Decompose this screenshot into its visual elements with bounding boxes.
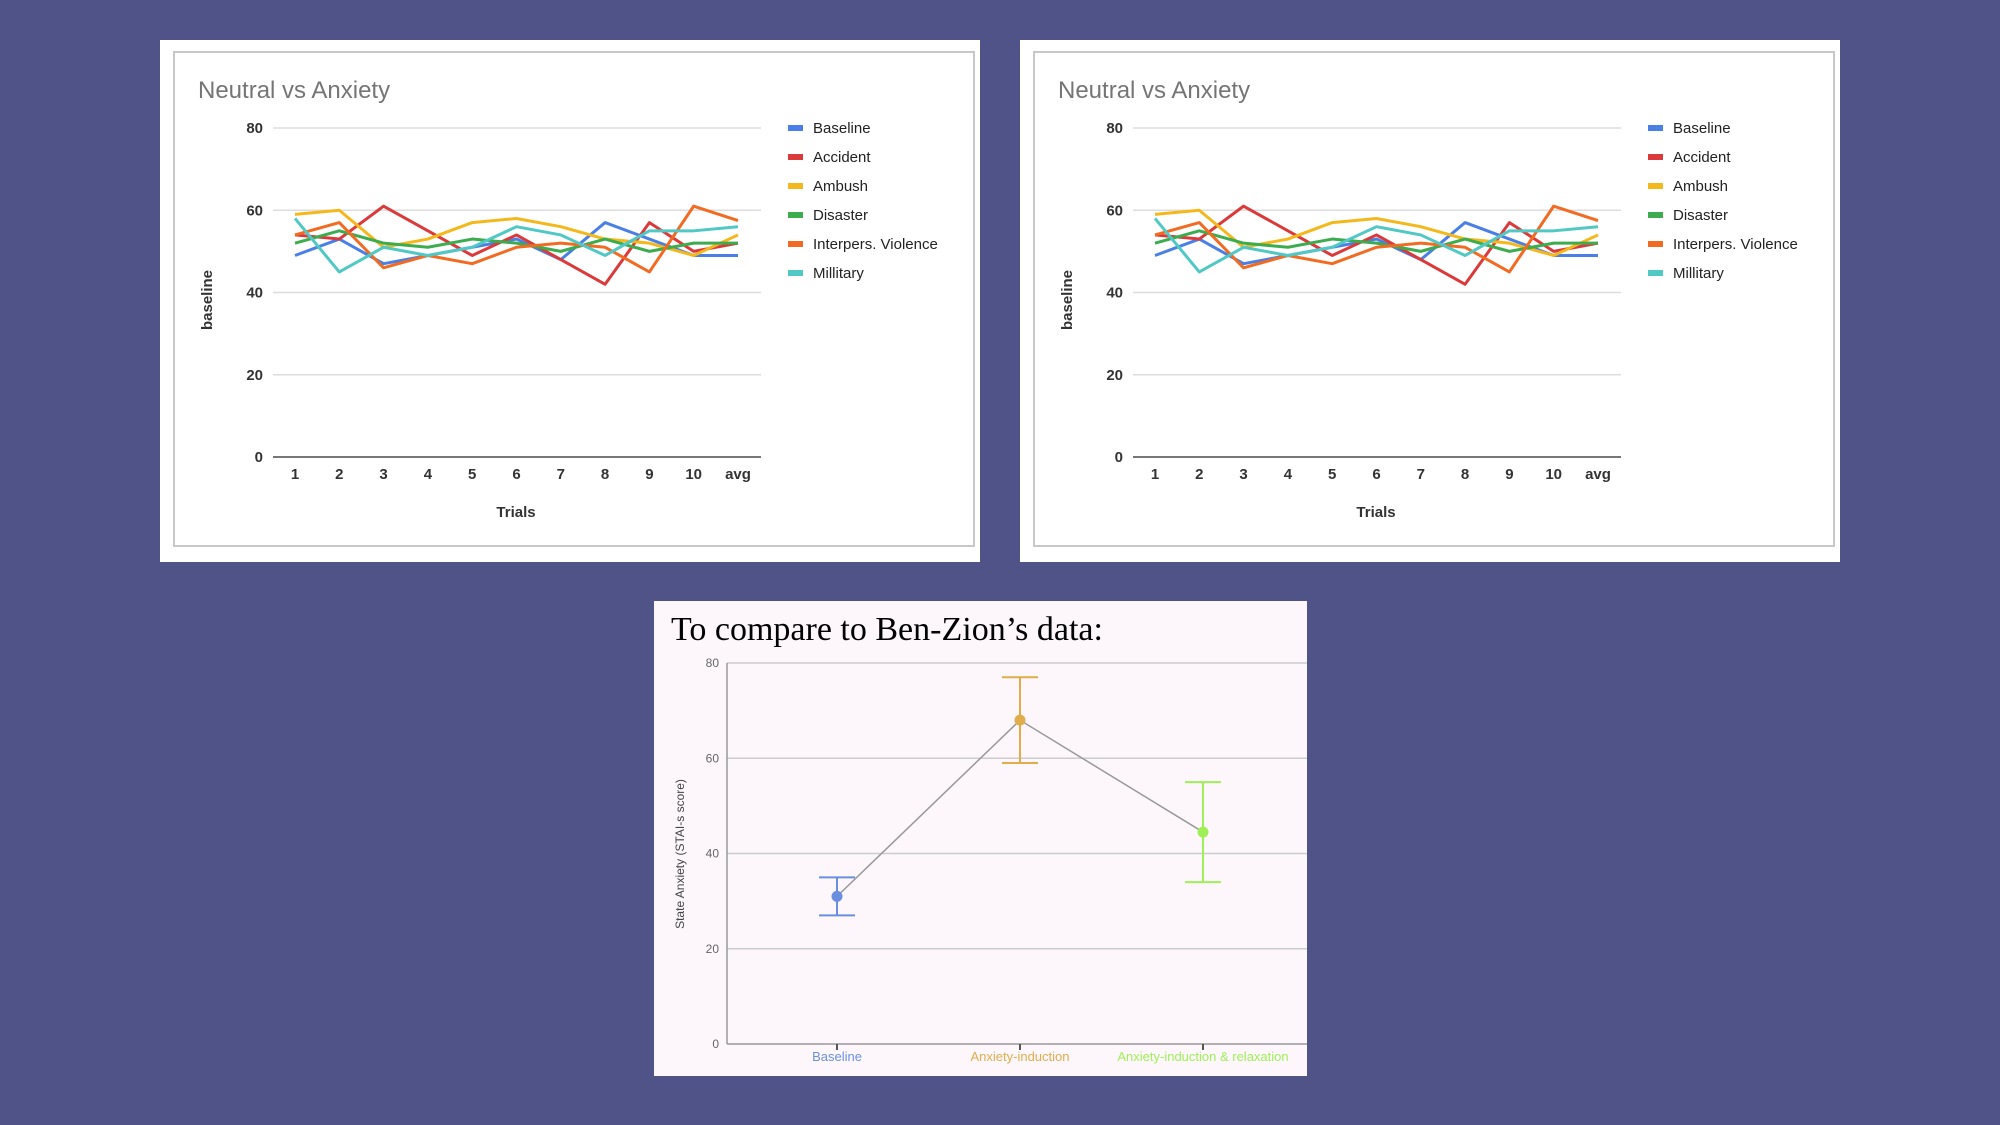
series-line-millitary <box>293 217 739 274</box>
data-point <box>1014 714 1026 726</box>
line-chart-right: Neutral vs Anxiety 0 20 40 60 80 1 2 3 4 5 6 7 8 9 10 av… <box>1033 51 1835 547</box>
y-tick-label: 80 <box>246 120 263 137</box>
legend-label: Accident <box>1673 149 1731 166</box>
y-tick-label: 40 <box>1106 285 1123 302</box>
chart-panel-right: Neutral vs Anxiety 0 20 40 60 80 1 2 3 4 5 6 7 8 9 10 av… <box>1020 40 1840 562</box>
y-tick-label: 20 <box>1106 367 1123 384</box>
x-axis-label: Trials <box>496 504 535 521</box>
y-tick-label: 20 <box>246 367 263 384</box>
chart-title: Neutral vs Anxiety <box>1058 77 1250 104</box>
y-tick-label: 0 <box>1115 449 1123 466</box>
x-category-label: Anxiety-induction & relaxation <box>1117 1049 1288 1064</box>
legend-swatch <box>788 154 803 160</box>
comparison-title: To compare to Ben-Zion’s data: <box>671 611 1103 648</box>
error-bar-chart: 0 20 40 60 80 State Anxiety (STAI-s score) Bas… <box>673 656 1307 1064</box>
y-tick-label: 60 <box>246 202 263 219</box>
legend-label: Disaster <box>813 207 868 224</box>
x-tick-label: 5 <box>1328 466 1336 483</box>
series-line-interpers-violence <box>1154 204 1599 274</box>
y-axis-label: State Anxiety (STAI-s score) <box>673 779 687 929</box>
x-tick-label: avg <box>725 466 751 483</box>
y-tick-label: 40 <box>246 285 263 302</box>
legend-label: Disaster <box>1673 207 1728 224</box>
y-tick-label: 80 <box>706 656 720 670</box>
legend-label: Ambush <box>813 178 868 195</box>
legend-swatch <box>1648 270 1663 276</box>
x-tick-label: 8 <box>1461 466 1469 483</box>
chart-border <box>1033 51 1835 547</box>
x-tick-label: 3 <box>1239 466 1247 483</box>
x-tick-label: 10 <box>1545 466 1562 483</box>
y-tick-label: 80 <box>1106 120 1123 137</box>
x-axis-label: Trials <box>1356 504 1395 521</box>
comparison-panel: 0 20 40 60 80 State Anxiety (STAI-s score) Bas… <box>654 601 1307 1076</box>
legend-label: Ambush <box>1673 178 1728 195</box>
legend-swatch <box>788 270 803 276</box>
line-chart-left: Neutral vs Anxiety 0 20 40 60 80 1 2 3 4 5 6 7 8 9 10 av… <box>173 51 975 547</box>
legend-label: Accident <box>813 149 871 166</box>
legend-swatch <box>1648 125 1663 131</box>
legend-swatch <box>1648 183 1663 189</box>
y-tick-label: 0 <box>712 1037 719 1051</box>
x-tick-label: 9 <box>645 466 653 483</box>
legend-label: Baseline <box>813 120 871 137</box>
x-tick-label: 9 <box>1505 466 1513 483</box>
data-point <box>831 890 843 902</box>
y-axis-label: baseline <box>1059 270 1076 330</box>
legend-swatch <box>788 125 803 131</box>
x-tick-label: 2 <box>335 466 343 483</box>
x-tick-label: 8 <box>601 466 609 483</box>
y-tick-label: 0 <box>255 449 263 466</box>
legend-swatch <box>1648 154 1663 160</box>
y-axis-label: baseline <box>199 270 216 330</box>
x-tick-label: 1 <box>291 466 299 483</box>
y-tick-label: 20 <box>706 942 720 956</box>
x-tick-label: 10 <box>685 466 702 483</box>
legend-swatch <box>1648 212 1663 218</box>
x-tick-label: 7 <box>1417 466 1425 483</box>
legend-swatch <box>788 183 803 189</box>
chart-title: Neutral vs Anxiety <box>198 77 390 104</box>
x-tick-label: 2 <box>1195 466 1203 483</box>
x-category-label: Baseline <box>812 1049 862 1064</box>
x-tick-label: 6 <box>1372 466 1380 483</box>
legend-label: Millitary <box>813 265 864 282</box>
series-line-interpers-violence <box>294 204 739 274</box>
chart-border <box>173 51 975 547</box>
y-tick-label: 60 <box>1106 202 1123 219</box>
x-tick-label: 4 <box>1284 466 1293 483</box>
x-tick-label: 6 <box>512 466 520 483</box>
legend-swatch <box>788 212 803 218</box>
chart-panel-left: Neutral vs Anxiety 0 20 40 60 80 1 2 3 4 5 6 7 8 9 10 av… <box>160 40 980 562</box>
data-point <box>1197 826 1209 838</box>
legend-label: Interpers. Violence <box>1673 236 1798 253</box>
series-line-millitary <box>1153 217 1599 274</box>
y-tick-label: 60 <box>706 751 720 765</box>
y-tick-label: 40 <box>706 847 720 861</box>
legend-swatch <box>1648 241 1663 247</box>
legend-swatch <box>788 241 803 247</box>
legend-label: Baseline <box>1673 120 1731 137</box>
legend-label: Interpers. Violence <box>813 236 938 253</box>
x-tick-label: 1 <box>1151 466 1159 483</box>
x-tick-label: 4 <box>424 466 433 483</box>
x-tick-label: avg <box>1585 466 1611 483</box>
x-tick-label: 3 <box>379 466 387 483</box>
x-category-label: Anxiety-induction <box>971 1049 1070 1064</box>
x-tick-label: 5 <box>468 466 476 483</box>
legend-label: Millitary <box>1673 265 1724 282</box>
x-tick-label: 7 <box>557 466 565 483</box>
